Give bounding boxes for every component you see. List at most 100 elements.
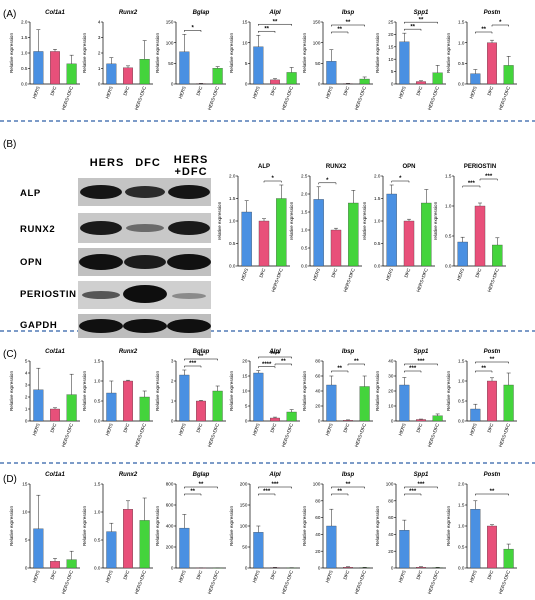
- x-tick-label: HERS+DFC: [281, 422, 294, 448]
- bar-hers-dfc: [139, 520, 150, 569]
- x-tick-label: HERS+DFC: [343, 267, 356, 293]
- y-axis-label: Relative expression: [375, 506, 380, 547]
- y-tick-label: 3: [98, 35, 101, 40]
- y-tick-label: 1.0: [458, 379, 465, 384]
- y-tick-label: 1.0: [301, 228, 308, 233]
- y-tick-label: 60: [388, 515, 394, 520]
- x-tick-label: DFC: [50, 85, 58, 96]
- y-tick-label: 0: [391, 82, 394, 87]
- bar-hers: [399, 41, 410, 85]
- bar-hers: [33, 389, 44, 422]
- y-axis-label: Relative expression: [302, 33, 307, 74]
- x-tick-label: DFC: [196, 422, 204, 433]
- y-tick-label: 100: [386, 482, 394, 487]
- bar-hers: [253, 372, 264, 422]
- y-axis-label: Relative expression: [302, 371, 307, 412]
- x-tick-label: HERS: [312, 268, 321, 282]
- bar-hers-dfc: [286, 411, 297, 422]
- significance-label: ***: [263, 489, 271, 495]
- bar-hers-dfc: [492, 244, 503, 267]
- chart-title: Postn: [484, 10, 501, 16]
- bar-hers: [399, 384, 410, 422]
- x-tick-label: HERS+DFC: [61, 569, 74, 595]
- x-tick-label: HERS: [105, 86, 114, 100]
- significance-label: **: [490, 489, 495, 495]
- y-tick-label: 600: [166, 503, 174, 508]
- y-tick-label: 1.5: [458, 20, 465, 25]
- chart-title: Postn: [484, 349, 501, 355]
- y-tick-label: 1.0: [229, 219, 236, 224]
- y-tick-label: 0.0: [229, 264, 236, 269]
- bar-hers-dfc: [503, 384, 514, 422]
- bar-dfc: [330, 229, 342, 267]
- y-tick-label: 1.0: [445, 204, 452, 209]
- y-tick-label: 30: [388, 374, 394, 379]
- x-tick-label: HERS: [469, 570, 478, 584]
- x-tick-label: HERS: [32, 570, 41, 584]
- wb-label-runx2: RUNX2: [20, 224, 55, 235]
- y-tick-label: 1.5: [458, 503, 465, 508]
- y-tick-label: 0: [245, 419, 248, 424]
- bar-hers-dfc: [66, 394, 77, 422]
- bar-hers-dfc: [212, 390, 223, 422]
- y-axis-label: Relative expression: [229, 33, 234, 74]
- y-tick-label: 150: [166, 20, 174, 25]
- bar-hers-dfc: [503, 65, 514, 85]
- bar-hers-dfc: [276, 198, 287, 267]
- chart-b-runx2: RUNX2 relative expression 0.0 0.5 1.0 1.5 2.0 2…: [289, 164, 362, 293]
- y-tick-label: 1.5: [374, 196, 381, 201]
- y-tick-label: 40: [388, 532, 394, 537]
- x-tick-label: DFC: [50, 422, 58, 433]
- significance-bracket: [318, 182, 337, 185]
- y-axis-label: Relative expression: [82, 506, 87, 547]
- y-tick-label: 0.0: [301, 264, 308, 269]
- wb-band-periostin-hers: [82, 291, 120, 299]
- significance-bracket: [347, 363, 365, 366]
- wb-band-gapdh-hers: [79, 319, 123, 333]
- chart-c-alpl: Alpl Relative expression 0 5 10 15 20 HERS DFC HE…: [229, 349, 300, 448]
- x-tick-label: DFC: [331, 267, 339, 278]
- bar-dfc: [123, 67, 133, 85]
- y-tick-label: 800: [166, 482, 174, 487]
- significance-label: **: [481, 27, 486, 33]
- wb-band-runx2-hers: [80, 221, 122, 235]
- x-tick-label: DFC: [487, 85, 495, 96]
- chart-title: Spp1: [414, 349, 429, 355]
- y-tick-label: 0: [391, 419, 394, 424]
- significance-bracket: [258, 366, 276, 369]
- x-tick-label: HERS+DFC: [354, 85, 367, 111]
- chart-a-bglap: Bglap Relative expression 0 50 100 150 HERS DFC…: [155, 10, 226, 111]
- chart-title: OPN: [402, 164, 415, 170]
- bar-hers: [470, 408, 481, 422]
- y-axis-label: Relative expression: [446, 371, 451, 412]
- x-tick-label: HERS+DFC: [61, 422, 74, 448]
- chart-a-col1a1: Col1a1 Relative expression 0.0 0.5 1.0 1.5 2.0…: [9, 10, 80, 111]
- y-tick-label: 0.0: [374, 264, 381, 269]
- y-tick-label: 40: [315, 389, 321, 394]
- significance-bracket: [404, 370, 422, 373]
- chart-a-runx2: Runx2 Relative expression 0 1 2 3 4 HERS DFC HERS…: [82, 10, 153, 111]
- significance-label: **: [337, 27, 342, 33]
- bar-hers-dfc: [359, 386, 370, 422]
- chart-title: Col1a1: [45, 349, 65, 355]
- y-tick-label: 1.5: [21, 35, 28, 40]
- y-tick-label: 0.0: [94, 566, 101, 571]
- y-tick-label: 0.5: [94, 538, 101, 543]
- y-tick-label: 1.5: [458, 359, 465, 364]
- x-tick-label: HERS: [398, 86, 407, 100]
- y-tick-label: 0: [171, 82, 174, 87]
- significance-bracket: [475, 370, 493, 373]
- x-tick-label: DFC: [123, 422, 131, 433]
- bar-dfc: [343, 567, 353, 569]
- y-tick-label: 1: [98, 66, 101, 71]
- chart-title: Runx2: [119, 10, 138, 16]
- wb-band-alp-hers: [80, 185, 122, 199]
- chart-title: Runx2: [119, 472, 138, 478]
- chart-a-spp1: Spp1 Relative expression 0 5 10 15 20 25 HERS DFC…: [375, 10, 446, 111]
- y-tick-label: 5: [25, 538, 28, 543]
- y-tick-label: 2.0: [21, 20, 28, 25]
- bar-dfc: [270, 79, 280, 85]
- wb-label-opn: OPN: [20, 257, 42, 268]
- chart-c-bglap: Bglap Relative expression 0 1 2 3 HERS DFC HERS+…: [155, 349, 226, 448]
